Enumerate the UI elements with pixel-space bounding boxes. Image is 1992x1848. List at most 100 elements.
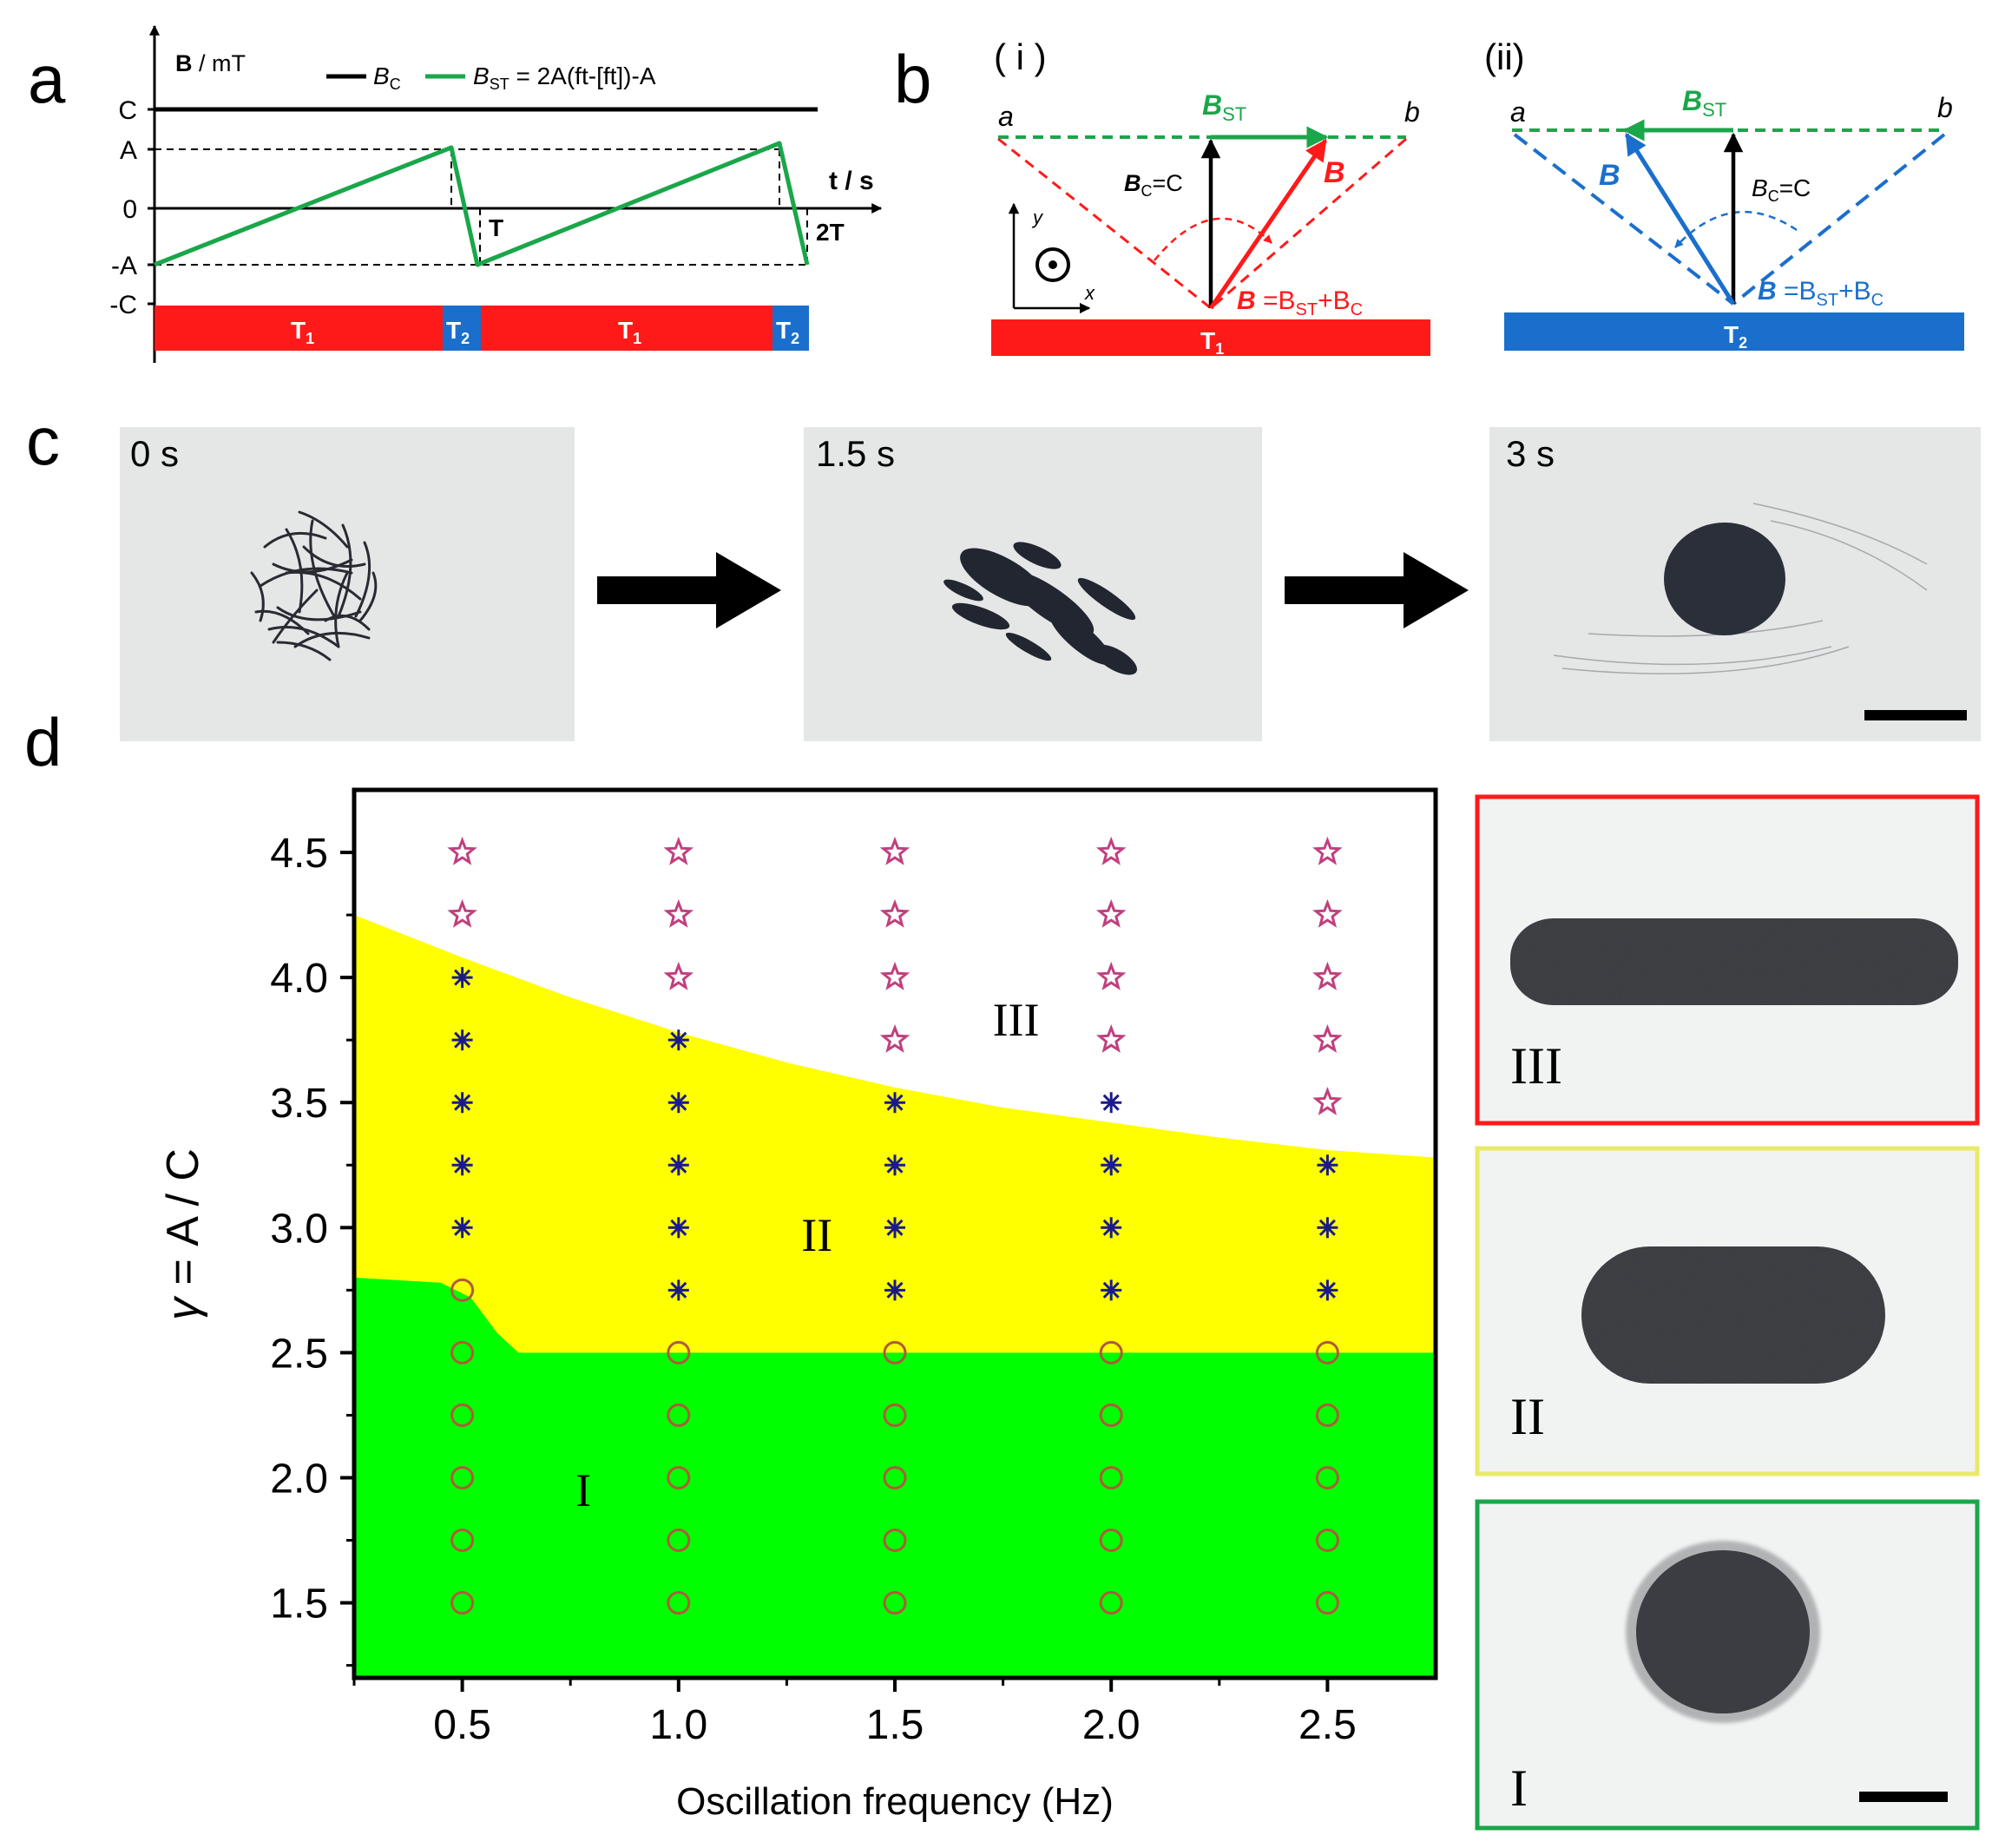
data-point-circle: [883, 1529, 907, 1553]
b-i-bar: [991, 319, 1430, 356]
side-scale-bar: [1859, 1792, 1948, 1802]
data-point-asterisk: [667, 1217, 689, 1239]
data-point-star: [879, 836, 911, 865]
a-phase-T2-a: [443, 306, 481, 351]
b-ii-dashed-left: [1513, 133, 1735, 306]
a-phase-label-T1-b: T1: [618, 317, 641, 347]
a-tick-negA: -A: [111, 252, 137, 280]
data-point-circle: [883, 1465, 907, 1490]
data-point-circle: [1099, 1529, 1123, 1553]
c-frame-1-5s-time: 1.5 s: [816, 433, 895, 474]
panel-label-b: b: [894, 41, 931, 117]
data-point-star: [1312, 836, 1343, 865]
data-point-circle: [667, 1591, 691, 1615]
a-legend-bc: BC: [373, 62, 401, 93]
data-point-star: [879, 898, 911, 928]
c-frame-3s-aggregate: [1664, 523, 1785, 635]
b-i-b-arrow: [1208, 138, 1328, 310]
data-point-asterisk: [884, 1092, 905, 1114]
data-point-star: [663, 961, 694, 990]
x-tick-label: 1.0: [649, 1702, 707, 1748]
data-point-asterisk: [1101, 1279, 1122, 1301]
b-ii-sum: B =BST+BC: [1758, 277, 1884, 310]
a-phase-label-T2-b: T2: [776, 317, 799, 347]
data-point-circle: [450, 1403, 475, 1427]
b-ii-b-arrow: [1624, 132, 1736, 306]
data-point-circle: [1315, 1403, 1339, 1427]
a-phase-label-T2-a: T2: [446, 317, 470, 347]
a-xlabel: t / s: [829, 167, 874, 195]
data-point-circle: [1099, 1403, 1123, 1427]
y-tick-label: 1.5: [270, 1582, 328, 1628]
data-point-asterisk: [451, 1029, 473, 1051]
data-point-asterisk: [667, 1029, 689, 1051]
c-frame-3s-time: 3 s: [1506, 433, 1555, 474]
x-tick-label: 2.5: [1298, 1702, 1357, 1748]
a-bst-sawtooth: [154, 141, 810, 267]
data-point-asterisk: [1317, 1154, 1338, 1176]
data-point-star: [1095, 1024, 1127, 1053]
side-image-I-label: I: [1510, 1759, 1528, 1817]
c-arrow-2: [1285, 552, 1469, 628]
d-region-label-I: I: [575, 1464, 591, 1516]
data-point-circle: [1315, 1465, 1339, 1490]
b-i-dashed-left: [997, 137, 1212, 310]
d-region-I: [354, 1277, 1436, 1678]
b-i-point-b: b: [1404, 96, 1420, 128]
data-point-star: [663, 836, 694, 865]
data-point-star: [1095, 898, 1127, 928]
x-tick-label: 1.5: [866, 1702, 924, 1748]
d-markers: [447, 836, 1343, 1615]
y-tick-label: 3.5: [270, 1081, 328, 1127]
panel-d: d 0.5 1.0 1.5 2.0 2.5 1.52.02.53.03.54.04.5 …: [24, 704, 1438, 1823]
panel-label-c: c: [26, 403, 60, 479]
d-xlabel: Oscillation frequency (Hz): [676, 1780, 1114, 1823]
side-image-I-aggregate: [1636, 1550, 1810, 1713]
data-point-asterisk: [451, 967, 473, 989]
data-point-asterisk: [884, 1154, 905, 1176]
a-period-2T: 2T: [816, 219, 845, 246]
b-i-bst-label: BST: [1202, 89, 1246, 125]
d-ylabel: γ = A / C: [158, 1148, 208, 1320]
data-point-asterisk: [667, 1279, 689, 1301]
y-tick-label: 3.0: [270, 1206, 328, 1252]
data-point-circle: [883, 1403, 907, 1427]
a-ylabel: B / mT: [175, 50, 246, 76]
y-tick-label: 2.0: [270, 1456, 328, 1502]
data-point-circle: [883, 1340, 907, 1365]
c-arrow-1: [597, 552, 781, 628]
data-point-asterisk: [884, 1279, 905, 1301]
b-ii-bar: [1504, 312, 1964, 351]
a-tick-0: 0: [122, 195, 137, 224]
data-point-circle: [450, 1529, 475, 1553]
side-images: III II I: [1475, 794, 1980, 1831]
b-ii-bar-label: T2: [1724, 321, 1747, 352]
y-tick-label: 4.0: [270, 956, 328, 1002]
data-point-asterisk: [1101, 1217, 1122, 1239]
b-i-sum: B =BST+BC: [1237, 286, 1363, 319]
data-point-circle: [667, 1465, 691, 1490]
a-legend-bst: BST = 2A(ft-[ft])-A: [473, 62, 656, 93]
a-y-ticks: [148, 108, 154, 306]
d-region-label-II: II: [801, 1209, 832, 1261]
a-period-T: T: [489, 214, 503, 241]
a-tick-C: C: [118, 96, 137, 125]
a-phase-T1-a: [154, 306, 443, 351]
data-point-asterisk: [1317, 1217, 1338, 1239]
data-point-star: [1312, 1086, 1343, 1115]
b-ii-dashed-right: [1732, 133, 1946, 306]
x-tick-label: 0.5: [433, 1702, 491, 1748]
data-point-star: [1312, 1024, 1343, 1053]
b-ii-point-b: b: [1937, 92, 1953, 123]
data-point-asterisk: [667, 1092, 689, 1114]
data-point-star: [663, 898, 694, 928]
panel-label-a: a: [28, 41, 66, 117]
b-ii-bc-label: BC=C: [1752, 174, 1811, 205]
data-point-star: [1095, 836, 1127, 865]
data-point-circle: [883, 1591, 907, 1615]
data-point-star: [1312, 961, 1343, 990]
side-image-II-label: II: [1510, 1388, 1545, 1445]
b-i-bar-label: T1: [1200, 327, 1224, 358]
d-region-label-III: III: [993, 994, 1040, 1046]
data-point-circle: [450, 1340, 475, 1365]
